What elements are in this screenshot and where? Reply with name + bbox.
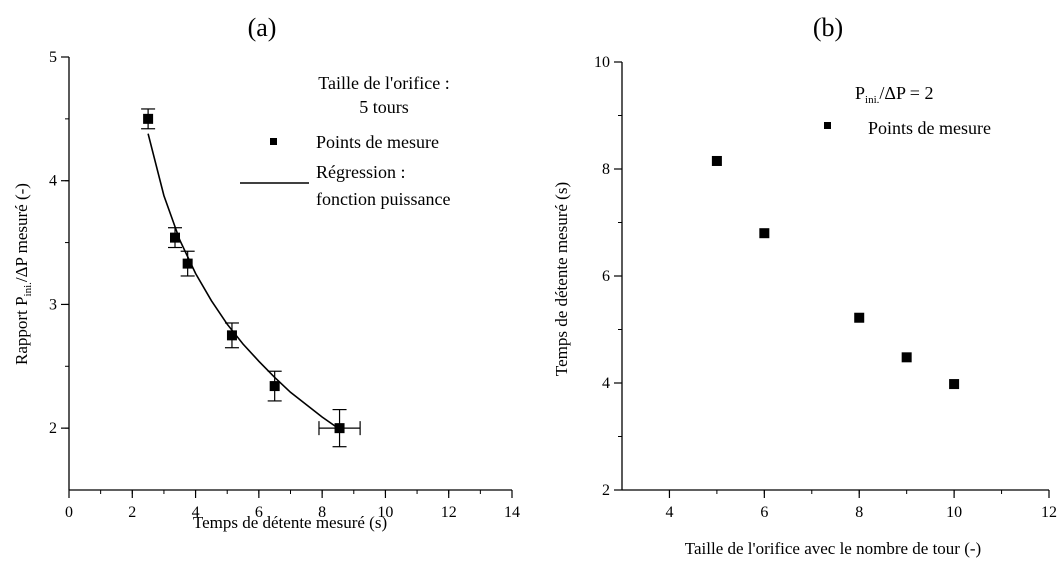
panel-a-x-axis-title: Temps de détente mesuré (s)	[193, 513, 387, 532]
panel-b-legend-points-label: Points de mesure	[868, 118, 991, 138]
panel-a-x-tick-label: 4	[192, 504, 200, 521]
panel-a-x-tick-label: 8	[318, 504, 326, 521]
panel-b-label: (b)	[813, 13, 843, 42]
panel-a-data-point	[269, 381, 280, 392]
panel-b-data-point	[854, 312, 865, 323]
panel-b-annotation: Pini./ΔP = 2	[855, 83, 933, 106]
panel-a-data-point	[143, 113, 154, 124]
panel-a-data-point	[334, 423, 345, 434]
panel-a-x-tick-label: 0	[65, 504, 73, 521]
panel-a-x-tick-label: 6	[255, 504, 263, 521]
panel-a-x-tick-label: 10	[377, 504, 393, 521]
panel-b-x-tick-label: 4	[665, 504, 673, 521]
panel-b-data-point	[949, 379, 960, 390]
panel-b-y-tick-label: 2	[602, 482, 610, 499]
panel-b-x-axis-title: Taille de l'orifice avec le nombre de to…	[685, 539, 981, 558]
panel-b-y-tick-label: 6	[602, 268, 610, 285]
panel-b: (b) 4 6 8 10 12 2 4 6 8 10 Taille de l'orifice av…	[552, 13, 1057, 558]
panel-a-y-axis-title: Rapport Pini./ΔP mesuré (-)	[12, 183, 34, 365]
panel-a-x-tick-label: 12	[441, 504, 457, 521]
panel-a-legend-line-label-1: Régression :	[316, 162, 406, 182]
panel-b-data-point	[711, 155, 722, 166]
panel-a-y-tick-label: 5	[49, 49, 57, 66]
panel-a-regression-line	[147, 133, 339, 429]
panel-a-annotation-line-2: 5 tours	[359, 97, 409, 117]
panel-a: (a) 0 2 4 6 8 10 12 14 2 3 4 5 Temps de détente mes…	[12, 13, 520, 532]
panel-b-x-tick-label: 6	[760, 504, 768, 521]
panel-a-legend-points-label: Points de mesure	[316, 132, 439, 152]
panel-b-y-tick-label: 8	[602, 161, 610, 178]
panel-a-data-point	[226, 330, 237, 341]
panel-a-annotation-line-1: Taille de l'orifice :	[318, 73, 449, 93]
panel-b-y-axis-title: Temps de détente mesuré (s)	[552, 182, 571, 376]
panel-b-y-tick-label: 10	[594, 54, 610, 71]
panel-a-legend-line-label-2: fonction puissance	[316, 189, 450, 209]
panel-a-label: (a)	[248, 13, 277, 42]
panel-a-y-tick-label: 4	[49, 173, 57, 190]
panel-a-x-tick-label: 2	[128, 504, 136, 521]
panel-a-data-point	[170, 232, 181, 243]
panel-b-data-point	[901, 352, 912, 363]
panel-b-data-point	[759, 228, 770, 239]
panel-a-legend-marker	[270, 138, 277, 145]
panel-b-x-tick-label: 8	[855, 504, 863, 521]
panel-b-x-tick-label: 12	[1041, 504, 1057, 521]
panel-a-y-tick-label: 3	[49, 296, 57, 313]
panel-b-legend-marker	[824, 122, 831, 129]
panel-b-y-tick-label: 4	[602, 375, 610, 392]
panel-b-x-tick-label: 10	[946, 504, 962, 521]
panel-a-data-point	[182, 258, 193, 269]
panel-a-y-tick-label: 2	[49, 420, 57, 437]
panel-a-x-tick-label: 14	[504, 504, 520, 521]
